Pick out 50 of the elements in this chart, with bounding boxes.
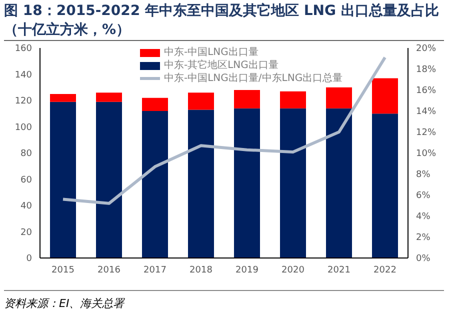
y-tick-label: 160 [14,44,32,54]
y2-tick-label: 14% [416,107,436,118]
bar [280,91,306,108]
x-tick-label: 2021 [328,265,350,276]
x-tick-label: 2018 [190,265,213,276]
y-tick-label: 20 [20,228,32,238]
y2-tick-label: 8% [416,170,431,180]
bar [234,90,260,108]
y2-tick-label: 20% [416,44,436,54]
line-series [62,56,386,205]
legend-label: 中东-中国LNG出口量 [164,46,258,59]
bar [50,94,76,102]
chart-title: 图 18：2015-2022 年中东至中国及其它地区 LNG 出口总量及占比（十亿立方米，%） [4,2,440,40]
legend-label: 中东-其它地区LNG出口量 [164,59,278,72]
y-tick-label: 60 [20,175,32,186]
y2-tick-label: 6% [416,191,431,202]
text: 资料来源：EI、海关总署 [4,296,124,311]
x-tick-label: 2022 [374,265,396,276]
y2-tick-label: 12% [416,128,436,138]
x-tick-label: 2015 [52,265,74,276]
x-tick-label: 2016 [98,265,121,276]
bar [372,78,398,114]
bar [96,92,122,102]
x-tick-label: 2019 [236,265,259,276]
y2-tick-label: 4% [416,212,431,222]
y-tick-label: 100 [14,122,32,133]
y-tick-label: 0 [26,254,32,264]
y-tick-label: 40 [20,202,32,212]
bar [280,108,306,258]
bar [326,87,352,108]
bar [142,111,168,258]
y2-tick-label: 0% [416,254,431,264]
bar [50,102,76,258]
bar [188,92,214,110]
y-tick-label: 120 [14,96,32,107]
y2-tick-label: 18% [416,65,436,76]
x-tick-label: 2020 [282,265,305,276]
bar [326,108,352,258]
y2-tick-label: 16% [416,86,436,96]
y2-tick-label: 10% [416,149,436,160]
y-tick-label: 80 [20,149,32,160]
y2-tick-label: 2% [416,233,431,244]
x-tick-label: 2017 [144,265,166,276]
bar [142,98,168,111]
bar [234,108,260,258]
y-tick-label: 140 [14,70,32,80]
bar [96,102,122,258]
bar [188,110,214,258]
bar [372,114,398,258]
legend-label: 中东-中国LNG出口量/中东LNG出口总量 [164,72,343,85]
